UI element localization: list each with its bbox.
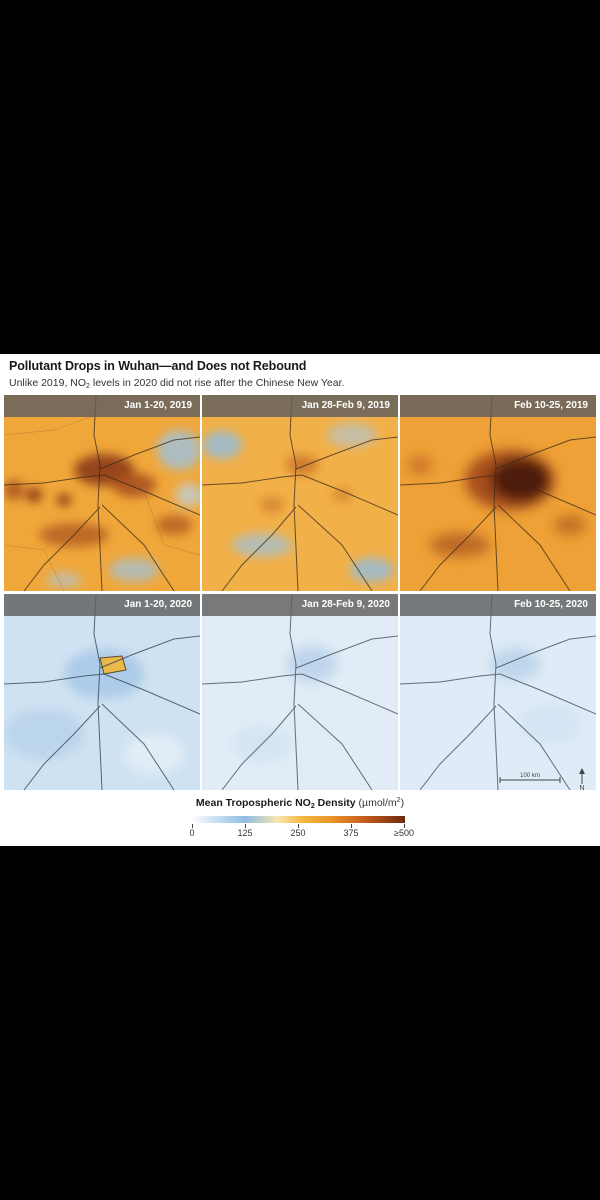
scale-bar-label: 100 km [520, 773, 540, 779]
map-panel-feb10-25-2020: 100 km N Feb 10-25, 2020 [400, 594, 596, 790]
figure-subtitle: Unlike 2019, NO2 levels in 2020 did not … [9, 377, 345, 390]
panel-date-label: Jan 28-Feb 9, 2020 [202, 594, 398, 616]
map-panel-jan1-20-2020: Jan 1-20, 2020 [4, 594, 200, 790]
map-figure-card: Pollutant Drops in Wuhan—and Does not Re… [0, 354, 600, 846]
legend-tick [351, 824, 352, 828]
legend-tick [404, 824, 405, 828]
legend-title: Mean Tropospheric NO2 Density (µmol/m2) [195, 797, 405, 810]
legend-tick-label: 375 [343, 828, 359, 838]
legend-tick [298, 824, 299, 828]
panel-date-label: Jan 1-20, 2019 [4, 395, 200, 417]
map-panel-jan28-feb9-2019: Jan 28-Feb 9, 2019 [202, 395, 398, 591]
legend-tick-label: 250 [290, 828, 306, 838]
panel-date-label: Jan 28-Feb 9, 2019 [202, 395, 398, 417]
legend-tick-label: 0 [189, 828, 195, 838]
panel-date-label: Feb 10-25, 2019 [400, 395, 596, 417]
legend-tick [245, 824, 246, 828]
legend-tick [192, 824, 193, 828]
map-panel-jan28-feb9-2020: Jan 28-Feb 9, 2020 [202, 594, 398, 790]
scale-bar: 100 km [499, 773, 561, 783]
legend-tick-label: 125 [237, 828, 253, 838]
figure-title: Pollutant Drops in Wuhan—and Does not Re… [9, 359, 307, 373]
north-arrow-icon: N [579, 768, 585, 790]
legend-tick-label: ≥500 [394, 828, 414, 838]
panel-date-label: Jan 1-20, 2020 [4, 594, 200, 616]
map-panel-feb10-25-2019: Feb 10-25, 2019 [400, 395, 596, 591]
panel-date-label: Feb 10-25, 2020 [400, 594, 596, 616]
map-panel-jan1-20-2019: Jan 1-20, 2019 [4, 395, 200, 591]
north-label: N [579, 785, 584, 790]
legend-color-bar [192, 816, 405, 823]
